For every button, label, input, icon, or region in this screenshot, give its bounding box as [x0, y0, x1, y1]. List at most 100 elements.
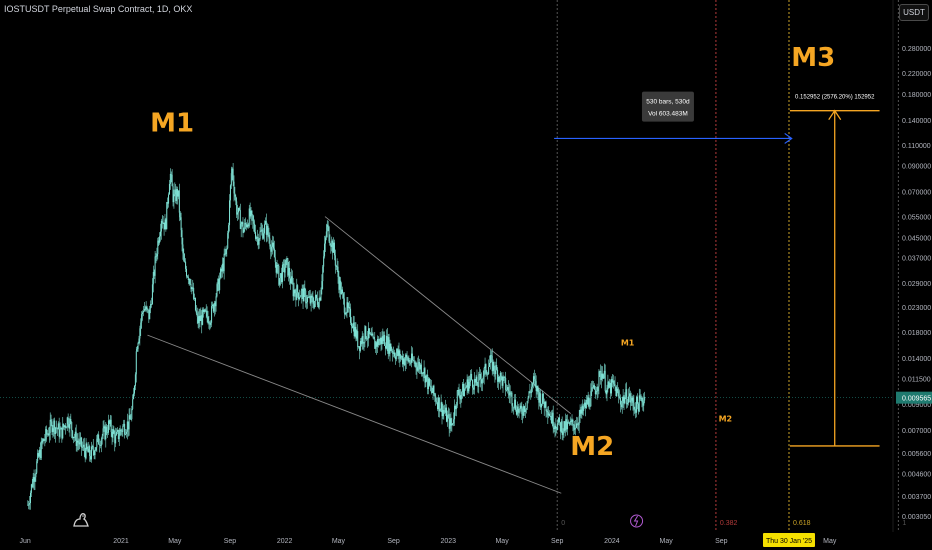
candle-body — [349, 306, 351, 309]
candle-body — [143, 308, 145, 311]
candle-body — [71, 422, 73, 431]
candle-body — [422, 373, 424, 374]
candle-body — [508, 391, 510, 396]
candle-body — [428, 378, 430, 386]
candle-body — [475, 376, 477, 383]
candle-body — [90, 456, 92, 460]
candle-body — [174, 189, 176, 195]
candle-body — [472, 387, 474, 390]
candle-body — [298, 292, 300, 300]
price-tick-label: 0.003700 — [902, 494, 931, 501]
price-tick-label: 0.005600 — [902, 451, 931, 458]
candle-body — [451, 423, 453, 426]
candle-body — [329, 241, 331, 245]
candle-body — [425, 375, 427, 383]
candle-body — [445, 407, 447, 413]
candle-body — [642, 402, 644, 406]
candle-body — [280, 273, 282, 279]
candle-body — [341, 289, 343, 295]
candle-body — [339, 280, 341, 290]
candle-body — [409, 360, 411, 363]
candle-body — [438, 397, 440, 412]
candle-body — [352, 322, 354, 328]
time-tick-label: May — [332, 538, 346, 545]
candle-body — [539, 393, 541, 403]
candle-body — [435, 396, 437, 402]
candle-body — [227, 233, 229, 249]
candle-body — [460, 394, 462, 400]
candle-body — [104, 426, 106, 440]
candle-body — [418, 361, 420, 366]
candle-body — [118, 435, 120, 440]
candle-body — [231, 168, 233, 174]
candle-body — [183, 253, 185, 262]
candle-body — [619, 396, 621, 398]
candle-body — [299, 296, 301, 298]
candle-body — [604, 370, 606, 391]
candle-body — [336, 266, 338, 267]
price-tick-label: 0.004600 — [902, 471, 931, 478]
candle-body — [47, 433, 49, 435]
candle-body — [416, 367, 418, 371]
candle-body — [274, 257, 276, 263]
candle-body — [433, 385, 435, 395]
candle-body — [246, 224, 248, 228]
candle-body — [139, 328, 141, 339]
candle-body — [359, 346, 361, 351]
candle-body — [222, 263, 224, 272]
candle-body — [388, 337, 390, 354]
candle-body — [597, 386, 599, 392]
candle-body — [238, 207, 240, 211]
candle-body — [365, 326, 367, 338]
candle-body — [307, 296, 309, 298]
candle-body — [554, 425, 556, 429]
candle-body — [593, 385, 595, 388]
candle-body — [619, 397, 621, 405]
candle-body — [276, 265, 278, 273]
candle-body — [55, 427, 57, 435]
candle-body — [125, 431, 127, 434]
candle-body — [398, 350, 400, 356]
candle-body — [411, 353, 413, 361]
candle-body — [386, 335, 388, 352]
candle-body — [278, 265, 280, 285]
candle-body — [215, 296, 217, 307]
candle-body — [112, 429, 114, 438]
candle-body — [628, 396, 630, 403]
annotation-m3: M3 — [791, 43, 835, 73]
candle-body — [205, 310, 207, 312]
currency-button[interactable]: USDT — [899, 4, 929, 21]
candle-body — [324, 237, 326, 244]
candle-body — [330, 244, 332, 248]
candle-body — [405, 355, 407, 361]
candle-body — [184, 261, 186, 263]
candle-body — [80, 437, 82, 440]
candle-body — [203, 309, 205, 312]
candle-body — [266, 225, 268, 235]
candle-body — [366, 337, 368, 340]
candle-body — [450, 418, 452, 426]
candle-body — [94, 450, 96, 456]
candle-body — [369, 333, 371, 335]
candle-body — [520, 405, 522, 409]
candle-body — [289, 278, 291, 284]
candle-body — [281, 273, 283, 283]
time-tick-label: 2023 — [441, 538, 457, 545]
time-tick-label: May — [823, 538, 837, 545]
candle-body — [527, 397, 529, 402]
candle-body — [133, 393, 135, 400]
candle-body — [402, 355, 404, 365]
candle-body — [636, 396, 638, 413]
candle-body — [379, 337, 381, 342]
candle-body — [644, 396, 646, 401]
candle-body — [631, 397, 633, 401]
candle-body — [437, 397, 439, 410]
candle-body — [119, 429, 121, 436]
candle-body — [309, 296, 311, 304]
annotation-m2: M2 — [570, 432, 614, 462]
candle-body — [99, 444, 101, 446]
candle-body — [344, 312, 346, 315]
candle-body — [485, 364, 487, 374]
candle-body — [573, 424, 575, 430]
